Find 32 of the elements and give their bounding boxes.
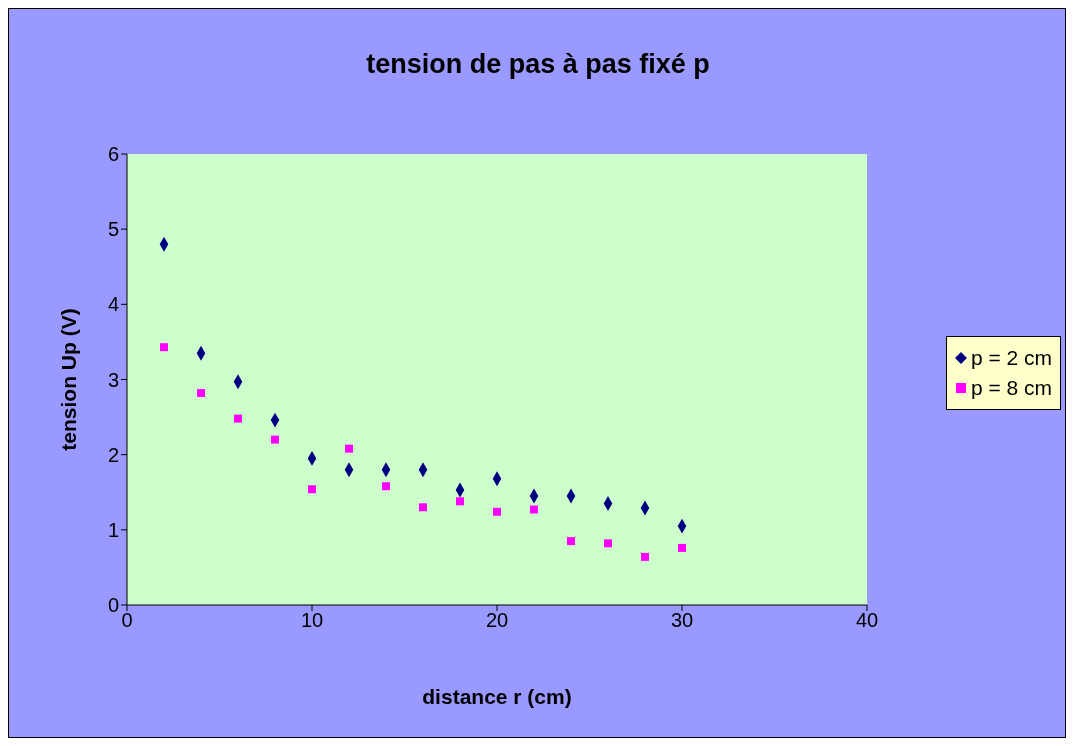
legend-label: p = 8 cm	[970, 375, 1052, 401]
x-tick-label: 40	[855, 609, 879, 632]
point	[567, 537, 575, 546]
y-axis-title: tension Up (V)	[57, 308, 81, 451]
point	[271, 435, 279, 444]
point	[160, 343, 168, 352]
y-tick-label: 5	[107, 218, 119, 241]
y-tick-label: 0	[107, 594, 119, 617]
point	[197, 389, 205, 398]
x-tick-label: 10	[300, 609, 324, 632]
point	[641, 552, 649, 561]
point	[493, 507, 501, 516]
point	[419, 503, 427, 512]
x-tick-label: 20	[485, 609, 509, 632]
x-tick-label: 30	[670, 609, 694, 632]
legend-label: p = 2 cm	[970, 345, 1052, 371]
chart-title: tension de pas à pas fixé p	[365, 49, 711, 80]
y-tick-label: 4	[107, 293, 119, 316]
x-axis-title: distance r (cm)	[422, 684, 572, 708]
y-tick-label: 2	[107, 443, 119, 466]
y-tick-label: 1	[107, 518, 119, 541]
point	[345, 444, 353, 453]
y-tick-label: 3	[107, 368, 119, 391]
point	[530, 505, 538, 514]
point	[604, 539, 612, 548]
point	[456, 497, 464, 506]
point	[308, 485, 316, 494]
x-tick-label: 0	[121, 609, 133, 632]
point	[382, 482, 390, 491]
y-tick-label: 6	[107, 143, 119, 166]
point	[678, 543, 686, 552]
point	[234, 414, 242, 423]
